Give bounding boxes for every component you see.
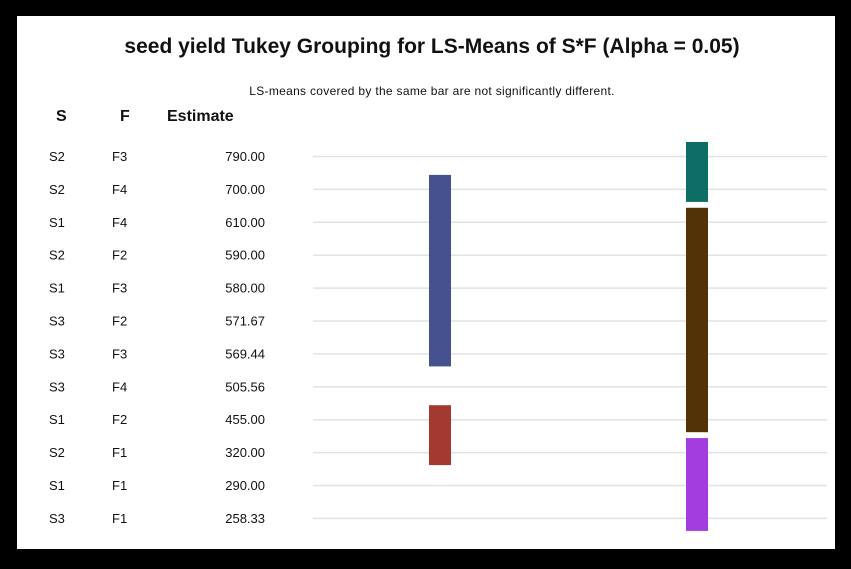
cell-s: S2 (49, 149, 65, 164)
cell-f: F3 (112, 281, 127, 296)
cell-estimate: 571.67 (225, 314, 265, 329)
grouping-chart: S2 F3 790.00 S2 F4 700.00 S1 F4 610.00 S2 F2 590.00… (49, 142, 827, 531)
chart-title: seed yield Tukey Grouping for LS-Means o… (124, 35, 740, 58)
cell-estimate: 700.00 (225, 182, 265, 197)
cell-f: F2 (112, 412, 127, 427)
cell-estimate: 505.56 (225, 379, 265, 394)
cell-f: F4 (112, 182, 127, 197)
group-bar (686, 207, 708, 433)
cell-s: S1 (49, 281, 65, 296)
cell-f: F4 (112, 379, 127, 394)
cell-f: F4 (112, 215, 127, 230)
cell-f: F2 (112, 314, 127, 329)
cell-f: F2 (112, 248, 127, 263)
cell-s: S1 (49, 412, 65, 427)
cell-s: S2 (49, 182, 65, 197)
chart-frame: seed yield Tukey Grouping for LS-Means o… (10, 10, 841, 555)
group-bar (686, 142, 708, 202)
group-bar (429, 174, 451, 367)
cell-s: S1 (49, 478, 65, 493)
cell-estimate: 610.00 (225, 215, 265, 230)
cell-s: S3 (49, 314, 65, 329)
cell-s: S2 (49, 248, 65, 263)
cell-estimate: 569.44 (225, 346, 265, 361)
cell-f: F1 (112, 445, 127, 460)
column-header-s: S (56, 108, 67, 125)
chart-panel: seed yield Tukey Grouping for LS-Means o… (17, 16, 835, 549)
cell-s: S3 (49, 346, 65, 361)
cell-estimate: 258.33 (225, 511, 265, 526)
cell-f: F1 (112, 478, 127, 493)
cell-estimate: 290.00 (225, 478, 265, 493)
cell-estimate: 580.00 (225, 281, 265, 296)
cell-estimate: 790.00 (225, 149, 265, 164)
cell-estimate: 590.00 (225, 248, 265, 263)
column-header-estimate: Estimate (167, 108, 234, 125)
cell-s: S2 (49, 445, 65, 460)
cell-f: F1 (112, 511, 127, 526)
cell-f: F3 (112, 346, 127, 361)
cell-estimate: 320.00 (225, 445, 265, 460)
chart-subtitle: LS-means covered by the same bar are not… (249, 84, 615, 98)
cell-estimate: 455.00 (225, 412, 265, 427)
cell-f: F3 (112, 149, 127, 164)
cell-s: S1 (49, 215, 65, 230)
column-header-f: F (120, 108, 130, 125)
group-bar (429, 405, 451, 466)
cell-s: S3 (49, 379, 65, 394)
cell-s: S3 (49, 511, 65, 526)
group-bar (686, 438, 708, 531)
